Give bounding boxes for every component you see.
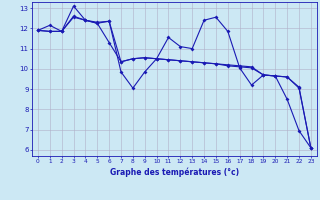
X-axis label: Graphe des températures (°c): Graphe des températures (°c) [110, 167, 239, 177]
